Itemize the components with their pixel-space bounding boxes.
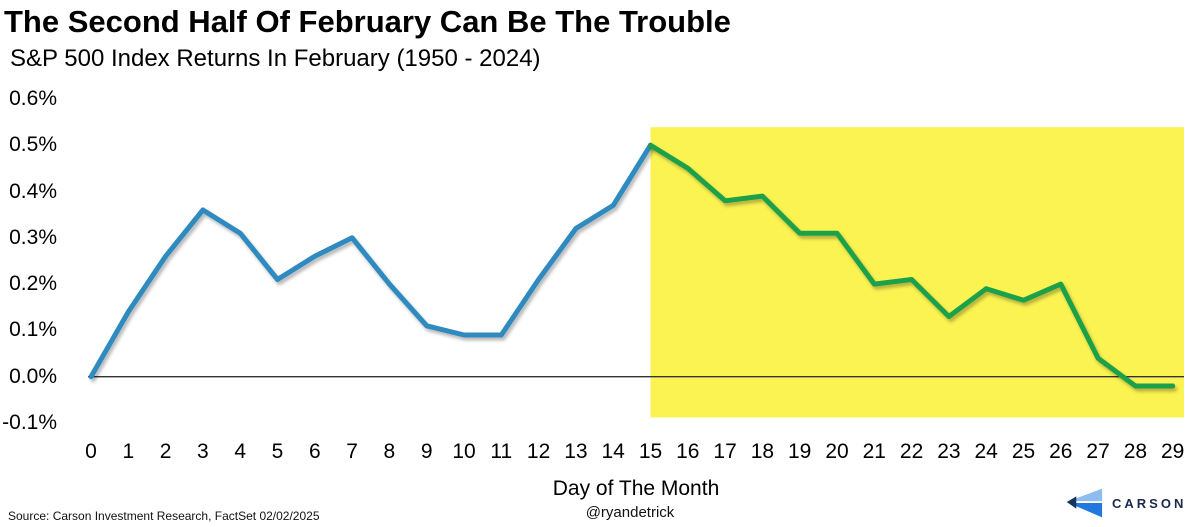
x-tick-label: 18 bbox=[750, 440, 775, 463]
x-tick-label: 14 bbox=[601, 440, 625, 463]
carson-logo: CARSON bbox=[1062, 486, 1192, 520]
chart-title: The Second Half Of February Can Be The T… bbox=[4, 4, 731, 39]
x-tick-label: 4 bbox=[234, 440, 247, 463]
x-tick-label: 11 bbox=[490, 440, 513, 463]
carson-logo-wordmark: CARSON bbox=[1112, 495, 1187, 511]
x-tick-label: 7 bbox=[346, 440, 358, 463]
chart-subtitle: S&P 500 Index Returns In February (1950 … bbox=[10, 45, 541, 72]
y-tick-label: 0.6% bbox=[9, 86, 57, 110]
y-tick-label: 0.0% bbox=[9, 364, 57, 388]
first-half-days-0-15-line bbox=[88, 142, 653, 380]
y-tick-label: -0.1% bbox=[2, 411, 57, 434]
x-tick-label: 16 bbox=[676, 440, 700, 463]
author-handle: @ryandetrick bbox=[585, 504, 675, 521]
x-tick-label: 0 bbox=[85, 440, 97, 463]
y-tick-label: 0.2% bbox=[9, 272, 57, 296]
x-tick-label: 9 bbox=[420, 440, 433, 463]
x-tick-label: 6 bbox=[308, 440, 321, 463]
highlight-region bbox=[650, 127, 1184, 418]
y-tick-label: 0.3% bbox=[9, 225, 57, 249]
x-tick-label: 26 bbox=[1049, 440, 1073, 463]
x-tick-label: 27 bbox=[1086, 440, 1110, 463]
x-tick-label: 8 bbox=[383, 440, 396, 463]
second-half-days-15-29-line bbox=[648, 142, 1176, 389]
x-tick-label: 1 bbox=[122, 440, 135, 463]
y-tick-label: 0.4% bbox=[9, 179, 57, 203]
y-tick-label: 0.1% bbox=[9, 318, 57, 342]
x-tick-label: 19 bbox=[788, 440, 812, 463]
x-tick-label: 3 bbox=[197, 440, 209, 463]
carson-logo-icon bbox=[1066, 488, 1103, 518]
x-tick-label: 29 bbox=[1161, 440, 1185, 463]
x-tick-label: 23 bbox=[937, 440, 961, 463]
x-tick-label: 2 bbox=[159, 440, 172, 463]
x-tick-label: 21 bbox=[862, 440, 886, 463]
x-tick-label: 15 bbox=[638, 440, 663, 463]
x-tick-label: 10 bbox=[452, 440, 476, 463]
x-tick-label: 20 bbox=[825, 440, 849, 463]
x-tick-label: 13 bbox=[564, 440, 588, 463]
source-note: Source: Carson Investment Research, Fact… bbox=[8, 509, 320, 523]
y-tick-label: 0.5% bbox=[9, 133, 57, 157]
x-tick-label: 22 bbox=[899, 440, 924, 463]
x-tick-label: 24 bbox=[974, 440, 998, 463]
x-tick-label: 17 bbox=[713, 440, 737, 463]
x-tick-label: 28 bbox=[1123, 440, 1148, 463]
x-tick-label: 5 bbox=[271, 440, 284, 463]
x-axis-title: Day of The Month bbox=[552, 477, 720, 500]
x-tick-label: 25 bbox=[1011, 440, 1036, 463]
x-tick-label: 12 bbox=[526, 440, 551, 463]
